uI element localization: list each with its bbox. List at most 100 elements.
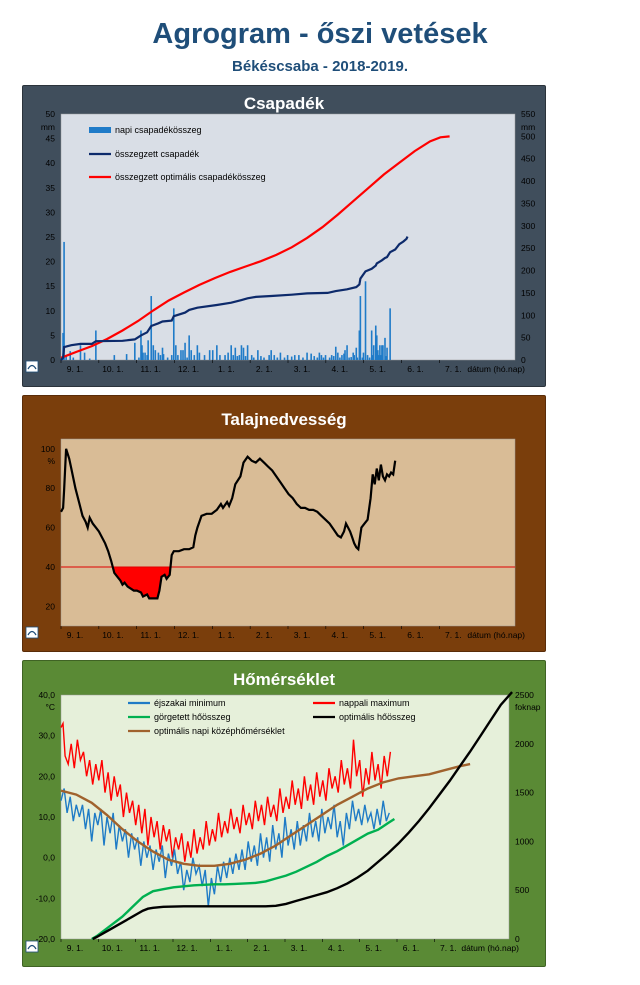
daily-precip-bar [339,357,341,360]
daily-precip-bar [263,357,265,360]
legend-label-cumulative: összegzett csapadék [115,149,200,159]
daily-precip-bar [83,352,86,360]
daily-precip-bar [152,345,155,360]
x-tick-label: 12. 1. [178,364,199,374]
daily-precip-bar [320,355,323,360]
y-tick-label-right: 50 [521,333,531,343]
x-tick-label: 12. 1. [176,943,197,953]
x-tick-label: 6. 1. [403,943,420,953]
daily-precip-bar [380,355,382,360]
y-tick-label-right: 1000 [515,836,534,846]
y-tick-label-left: 50 [46,109,56,119]
y-tick-label-right: 350 [521,198,535,208]
daily-precip-bar [375,335,378,360]
daily-precip-bar [385,356,387,360]
y-tick-label-left: 10 [46,306,56,316]
daily-precip-bar [144,352,146,360]
daily-precip-bar [370,330,373,360]
y-tick-label-left: 0,0 [43,853,55,863]
daily-precip-bar [355,347,358,360]
cumulative-precip-line [60,236,409,361]
daily-precip-bar [79,345,82,360]
daily-precip-bar [230,345,232,360]
x-tick-label: 5. 1. [365,943,382,953]
daily-precip-bar [182,350,184,360]
daily-precip-bar [290,356,293,360]
daily-precip-bar [140,330,142,360]
y-tick-label: 60 [46,523,56,533]
x-tick-label: 9. 1. [67,943,84,953]
daily-precip-bar [211,350,214,360]
daily-precip-bar [162,354,165,360]
y-tick-label-left: -20,0 [36,934,56,944]
legend-label-min: éjszakai minimum [154,698,226,708]
x-tick-label: 7. 1. [440,943,457,953]
daily-precip-bar [350,357,352,360]
daily-precip-bar [286,355,289,360]
daily-precip-bar [150,296,153,360]
temperature-chart: Hőmérséklet 40,0 30,0 20,0 10,0 0,0 -10,0 -20,0… [25,670,541,953]
optimal-heat-sum-line [92,691,513,941]
daily-precip-bar [159,355,162,360]
x-tick-label: 10. 1. [102,943,123,953]
y-tick-label-right: 200 [521,266,535,276]
x-tick-label: 10. 1. [102,364,123,374]
y-tick-label-right: 1500 [515,788,534,798]
daily-precip-bar [166,357,169,360]
y-tick-label-right: 500 [515,885,529,895]
daily-precip-bar [378,355,380,360]
daily-precip-bar [324,355,327,360]
x-tick-label: 2. 1. [256,364,273,374]
y-tick-label-right: 0 [521,355,526,365]
daily-precip-bar [330,355,333,360]
daily-precip-bar [134,342,136,360]
omsz-logo [25,360,39,373]
x-tick-label: 4. 1. [332,630,349,640]
daily-precip-bar [270,350,272,360]
daily-precip-bar [252,357,255,360]
daily-precip-bar [260,356,262,360]
x-tick-label: 6. 1. [407,630,424,640]
y-tick-label-left: 20 [46,257,56,267]
daily-precip-bar [332,356,335,360]
x-tick-label: 1. 1. [218,630,235,640]
y-tick-label-right: 300 [521,221,535,231]
daily-precip-bar [172,308,175,360]
y-tick-label-right: 500 [521,131,535,141]
x-tick-label: 1. 1. [216,943,233,953]
daily-precip-bar [343,353,345,360]
daily-precip-bar [306,352,308,360]
daily-precip-bar [113,355,116,360]
daily-precip-bar [322,357,325,360]
daily-precip-bar [88,358,91,360]
x-tick-label: 3. 1. [294,364,311,374]
daily-precip-bar [170,355,173,360]
legend-label-optimal-sum: optimális hőösszeg [339,712,416,722]
y-tick-label: 100 [41,444,55,454]
daily-precip-bar [242,347,245,360]
soil-moisture-chart-panel: Talajnedvesség 100 80 60 40 20% 9. 1. 10. 1. 11.… [22,395,546,652]
y-tick-label-left: 35 [46,183,56,193]
daily-precip-bar [337,352,339,360]
daily-precip-bar [236,356,239,360]
daily-precip-bar [368,357,371,360]
daily-precip-bar [389,308,391,360]
y-tick-label: 20 [46,601,56,611]
daily-precip-bar [328,357,331,360]
x-tick-label: 5. 1. [369,630,386,640]
y-tick-label-left: 15 [46,281,56,291]
daily-precip-bar [72,357,75,360]
legend-label-rolling: görgetett hőösszeg [154,712,231,722]
daily-precip-bar [232,355,235,360]
x-tick-label: 2. 1. [256,630,273,640]
daily-precip-bar [125,354,128,360]
y-tick-label-left: 0 [50,355,55,365]
y-axis-unit-right: foknap [515,702,541,712]
daily-precip-bar [346,345,348,360]
daily-precip-bar [372,345,375,360]
y-axis-unit: % [47,456,55,466]
daily-precip-bar [374,325,377,360]
soil-moisture-line [60,448,397,600]
y-tick-label: 80 [46,483,56,493]
daily-precip-bar [246,345,249,360]
